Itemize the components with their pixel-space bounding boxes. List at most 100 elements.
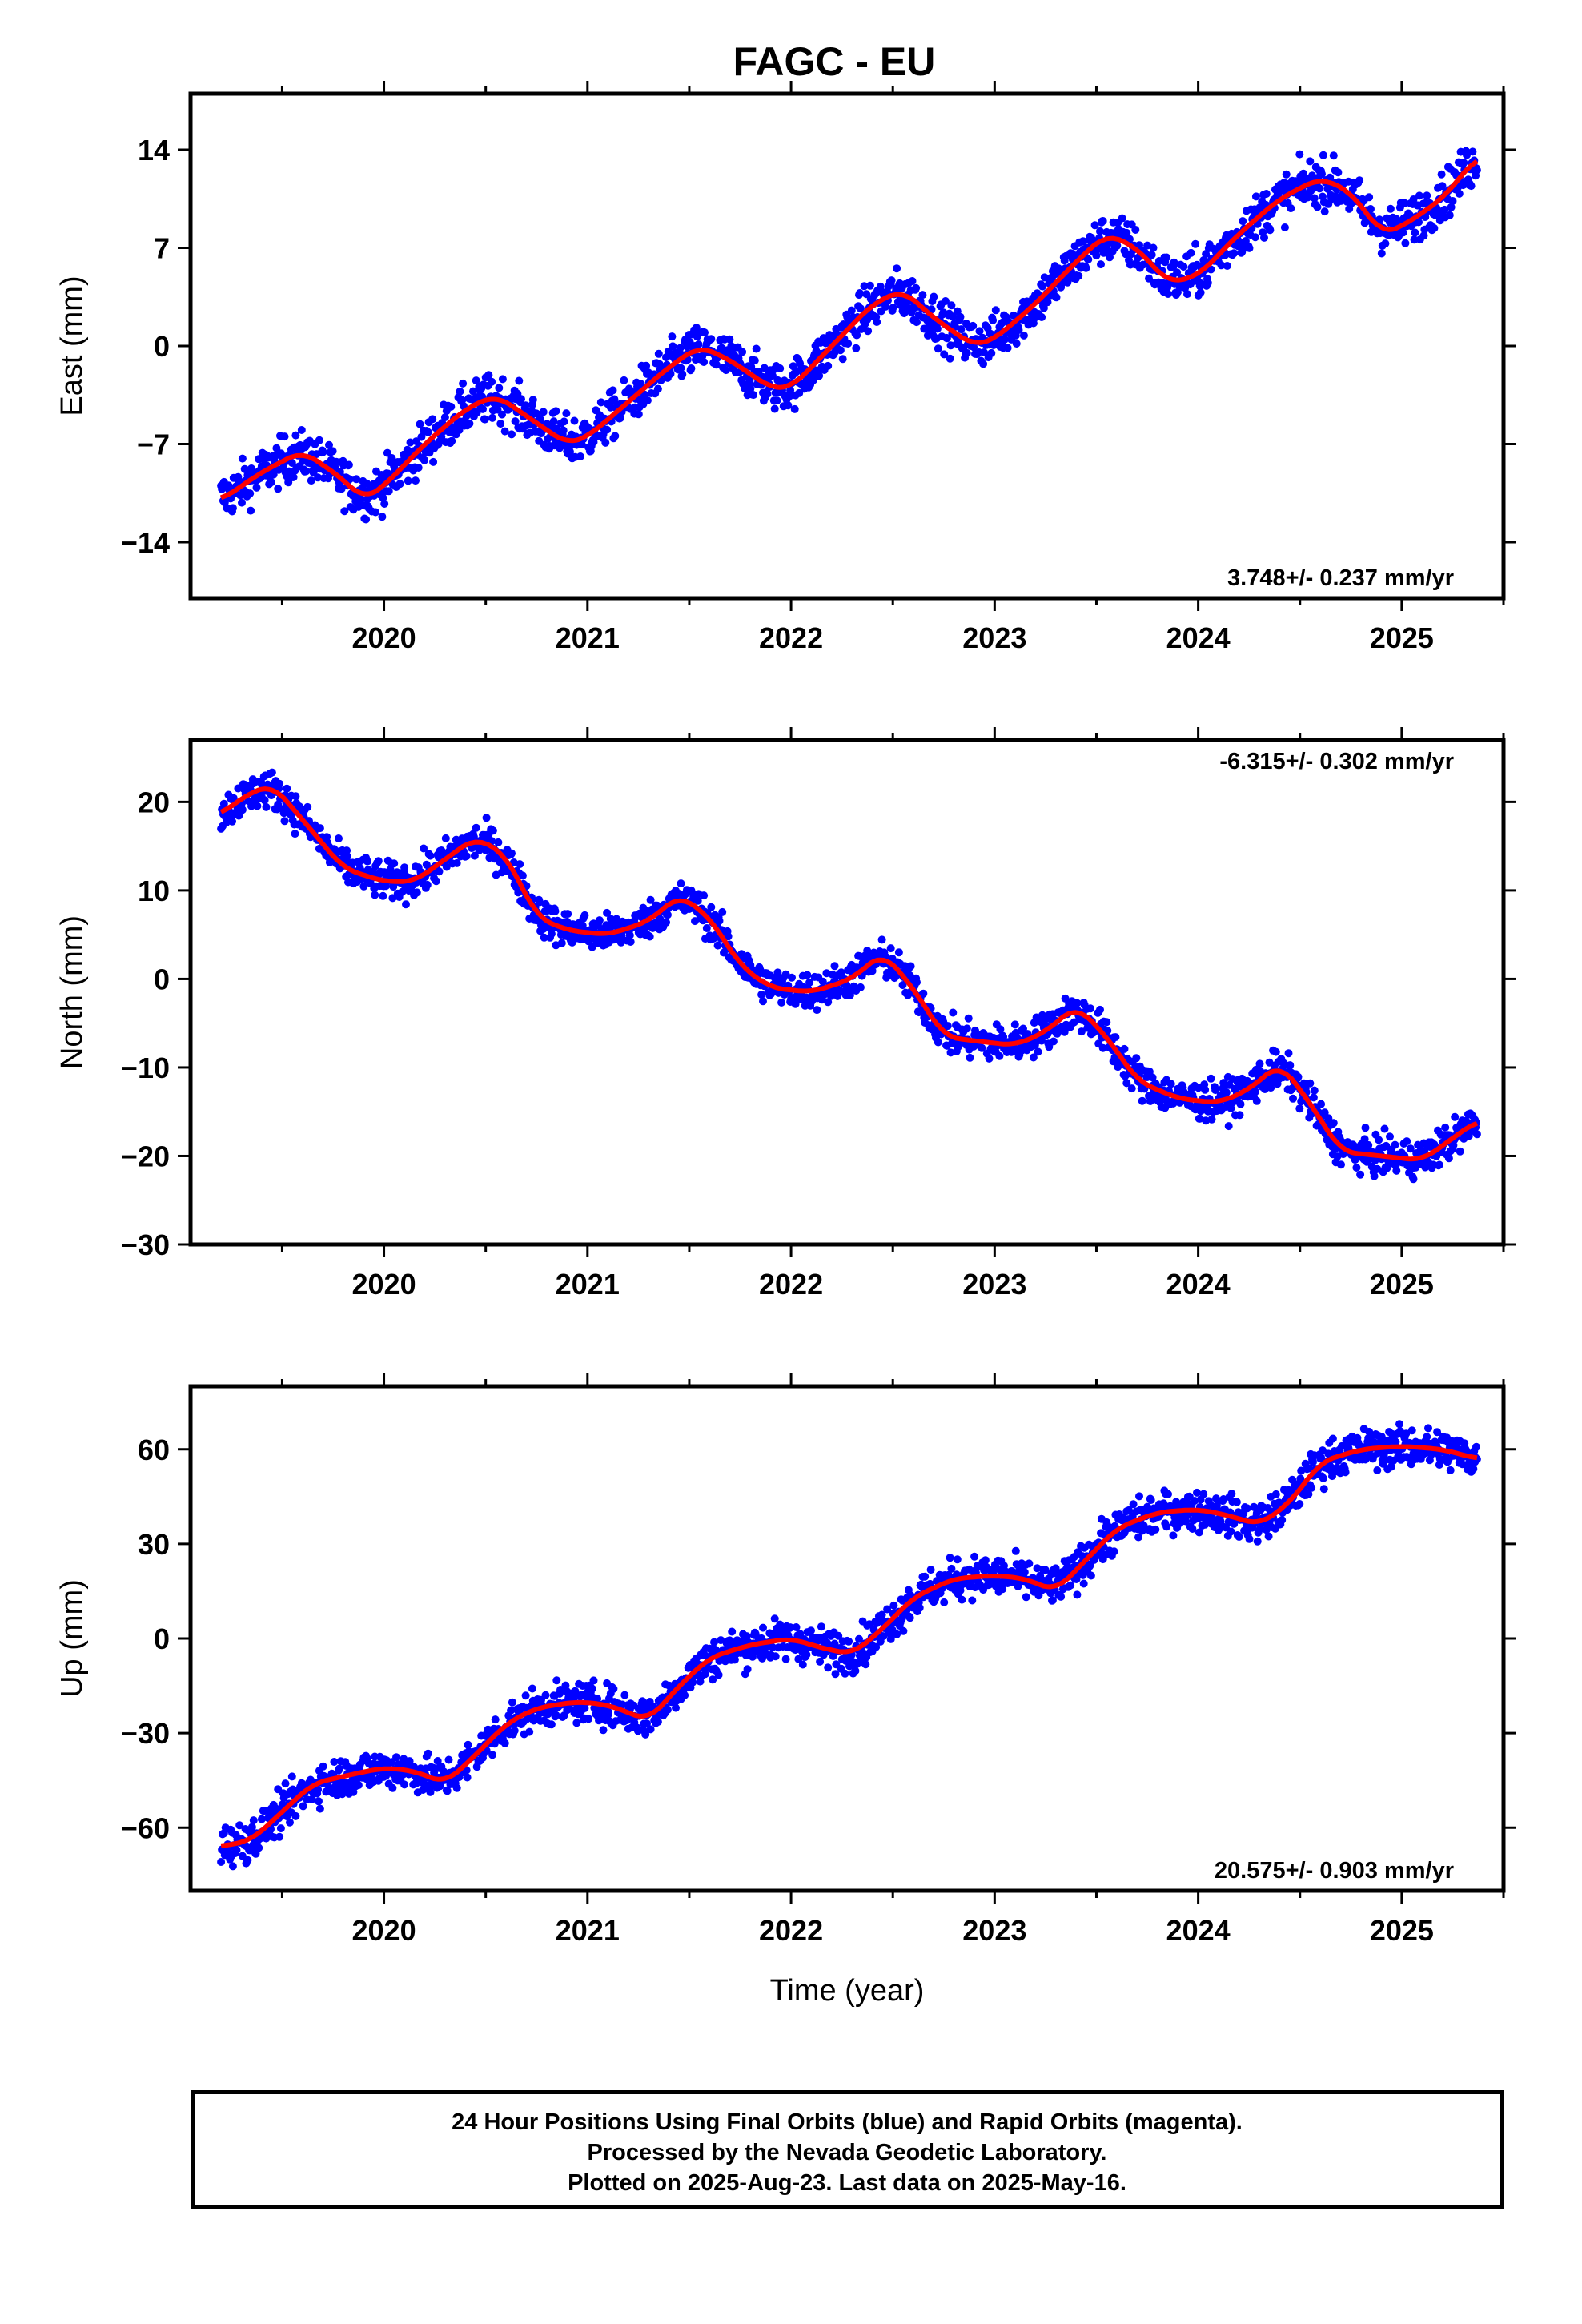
data-point: [792, 1623, 801, 1631]
data-point: [1217, 261, 1226, 270]
data-point: [946, 354, 954, 363]
data-point: [400, 863, 409, 872]
y-tick-label: −10: [121, 1051, 170, 1084]
data-point: [1149, 243, 1158, 252]
data-point: [663, 1706, 672, 1714]
data-point: [315, 1797, 323, 1806]
data-point: [464, 1740, 472, 1749]
data-point: [267, 768, 276, 777]
data-point: [1097, 260, 1105, 269]
data-point: [1360, 1135, 1369, 1144]
data-point: [663, 911, 672, 919]
data-point: [611, 432, 620, 440]
data-point: [773, 396, 781, 405]
data-point: [1352, 1164, 1361, 1172]
data-point: [238, 806, 247, 814]
data-point: [1309, 1093, 1318, 1102]
data-point: [470, 851, 479, 860]
data-point: [620, 1691, 629, 1699]
data-point: [498, 410, 506, 419]
data-point: [1455, 189, 1464, 198]
x-tick-label: 2025: [1370, 621, 1434, 654]
data-point: [444, 1755, 453, 1764]
data-point: [1029, 1053, 1038, 1062]
data-point: [217, 1858, 226, 1866]
data-point: [314, 1785, 323, 1794]
data-point: [541, 1691, 550, 1699]
data-point: [1151, 1525, 1160, 1534]
data-point: [496, 420, 505, 428]
data-point: [1131, 226, 1140, 234]
data-point: [1309, 1458, 1317, 1466]
data-point: [738, 348, 747, 356]
x-tick-label: 2024: [1166, 1268, 1231, 1301]
data-point: [1169, 1531, 1178, 1540]
y-tick-label: 10: [138, 875, 170, 907]
data-point: [564, 910, 572, 919]
data-point: [807, 1626, 815, 1635]
data-point: [428, 415, 437, 424]
data-point: [1118, 214, 1126, 223]
data-point: [429, 457, 438, 466]
data-point: [335, 1764, 343, 1773]
data-point: [596, 398, 605, 407]
data-point: [1235, 1111, 1244, 1120]
data-point: [315, 824, 324, 833]
y-axis-label: East (mm): [55, 275, 89, 416]
data-point: [899, 1626, 908, 1635]
data-point: [887, 276, 896, 285]
data-point: [1138, 1096, 1146, 1105]
data-point: [280, 432, 289, 441]
data-point: [1224, 1122, 1233, 1131]
data-point: [291, 830, 299, 838]
data-point: [396, 480, 404, 489]
data-point: [388, 894, 397, 903]
x-tick-label: 2024: [1166, 621, 1231, 654]
data-point: [831, 1670, 840, 1679]
data-point: [855, 1634, 863, 1643]
data-point: [1147, 251, 1156, 259]
data-point: [363, 857, 371, 866]
figure-title: FAGC - EU: [733, 39, 936, 84]
data-point: [1329, 151, 1338, 160]
data-point: [824, 361, 833, 370]
data-point: [803, 971, 812, 979]
data-point: [1212, 1494, 1220, 1503]
data-point: [571, 1687, 580, 1695]
data-point: [1003, 344, 1012, 352]
data-point: [886, 944, 895, 953]
data-point: [1438, 182, 1447, 191]
data-point: [786, 1623, 795, 1632]
data-point: [1223, 262, 1231, 270]
data-point: [829, 1651, 837, 1660]
data-point: [562, 409, 571, 418]
data-point: [700, 891, 709, 900]
data-point: [1468, 147, 1477, 156]
data-point: [646, 895, 655, 904]
data-point: [616, 414, 624, 422]
data-point: [883, 1605, 892, 1614]
data-point: [953, 1555, 962, 1564]
data-point: [947, 1564, 956, 1573]
data-point: [881, 302, 890, 311]
x-tick-label: 2021: [556, 1268, 620, 1301]
data-point: [1421, 213, 1430, 221]
data-point: [978, 1043, 986, 1052]
data-point: [420, 456, 429, 464]
data-point: [830, 962, 839, 971]
data-point: [330, 1758, 339, 1766]
data-point: [1445, 211, 1454, 219]
data-point: [1060, 1027, 1069, 1036]
data-point: [666, 369, 675, 378]
data-point: [934, 1038, 942, 1047]
data-point: [747, 362, 756, 371]
data-point: [426, 851, 435, 860]
data-point: [1406, 1144, 1415, 1153]
data-point: [307, 476, 315, 485]
data-point: [1239, 217, 1247, 226]
data-point: [362, 515, 371, 524]
data-point: [1196, 288, 1205, 297]
data-point: [508, 849, 516, 858]
data-point: [1040, 273, 1049, 282]
